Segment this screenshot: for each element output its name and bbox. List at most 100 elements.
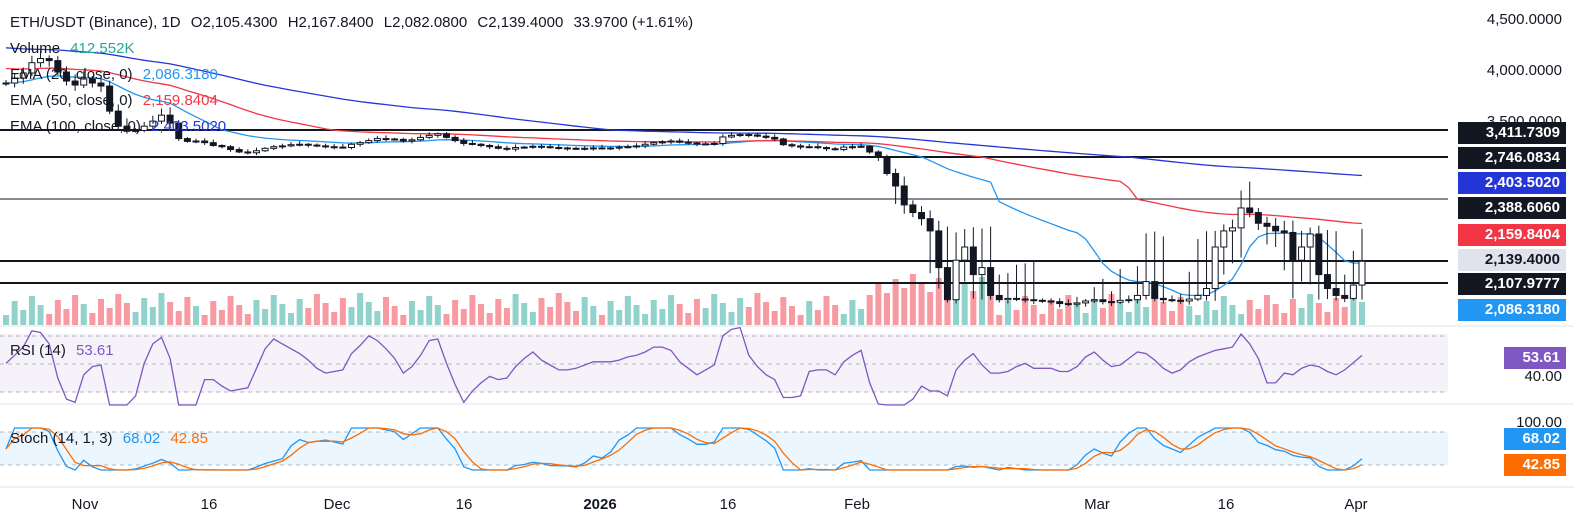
stoch-legend[interactable]: Stoch (14, 1, 3) 68.02 42.85 bbox=[10, 430, 214, 448]
volume-bar bbox=[210, 301, 217, 325]
candle-body bbox=[1254, 212, 1262, 224]
volume-bar bbox=[1333, 298, 1340, 325]
volume-bar bbox=[616, 310, 623, 325]
candle-body bbox=[676, 140, 684, 143]
candle-body bbox=[261, 147, 269, 152]
ema50-legend[interactable]: EMA (50, close, 0) 2,159.8404 bbox=[10, 92, 224, 110]
volume-bar bbox=[37, 305, 44, 325]
candle-body bbox=[935, 230, 943, 269]
volume-bar bbox=[961, 282, 968, 325]
volume-bar bbox=[1125, 312, 1132, 325]
volume-bar bbox=[141, 298, 148, 325]
volume-bar bbox=[745, 307, 752, 325]
stoch-k-value: 68.02 bbox=[122, 430, 161, 447]
volume-bar bbox=[1073, 304, 1080, 325]
candle-body bbox=[1306, 233, 1314, 248]
symbol-title[interactable]: ETH/USDT (Binance), 1D bbox=[10, 14, 181, 31]
candle-body bbox=[1142, 281, 1150, 296]
candle-body bbox=[365, 140, 373, 144]
candle-body bbox=[425, 134, 433, 138]
candle-body bbox=[719, 136, 727, 144]
candle-body bbox=[287, 144, 295, 147]
volume-bar bbox=[659, 309, 666, 325]
ema100-legend[interactable]: EMA (100, close, 0) 2,403.5020 bbox=[10, 118, 232, 136]
volume-bar bbox=[80, 304, 87, 325]
candle-body bbox=[382, 138, 390, 141]
volume-bar bbox=[702, 308, 709, 325]
volume-bar bbox=[339, 298, 346, 325]
candle-body bbox=[62, 71, 70, 82]
volume-bar bbox=[858, 309, 865, 325]
candle-body bbox=[373, 138, 381, 142]
candle-body bbox=[581, 147, 589, 150]
candle-body bbox=[978, 267, 986, 276]
ema20-legend[interactable]: EMA (20, close, 0) 2,086.3180 bbox=[10, 66, 224, 84]
ema20-value: 2,086.3180 bbox=[142, 66, 218, 83]
volume-bar bbox=[452, 300, 459, 325]
volume-bar bbox=[98, 299, 105, 325]
candle-body bbox=[45, 58, 53, 62]
ohlc-low: L2,082.0800 bbox=[383, 14, 468, 31]
volume-legend[interactable]: Volume 412.552K bbox=[10, 40, 140, 58]
candle-body bbox=[434, 133, 442, 136]
volume-bar bbox=[167, 302, 174, 325]
candle-body bbox=[1013, 297, 1021, 300]
rsi-line bbox=[5, 326, 1363, 406]
volume-bar bbox=[1263, 295, 1270, 325]
candle-body bbox=[1341, 294, 1349, 299]
candle-body bbox=[97, 82, 105, 87]
rsi-value-tag: 53.61 bbox=[1504, 347, 1566, 369]
volume-bar bbox=[1324, 312, 1331, 325]
volume-bar bbox=[89, 313, 96, 325]
candle-body bbox=[572, 147, 580, 150]
stoch-d-line bbox=[5, 427, 1363, 471]
price-tag: 2,139.4000 bbox=[1458, 249, 1566, 271]
volume-bar bbox=[1151, 293, 1158, 325]
rsi-legend[interactable]: RSI (14) 53.61 bbox=[10, 342, 120, 360]
candle-body bbox=[218, 144, 226, 148]
volume-bar bbox=[417, 310, 424, 325]
candle-body bbox=[19, 72, 27, 79]
candle-body bbox=[399, 138, 407, 142]
volume-bar bbox=[996, 315, 1003, 325]
candle-body bbox=[900, 185, 908, 206]
candle-body bbox=[1272, 225, 1280, 232]
volume-bar bbox=[1255, 309, 1262, 325]
candle-body bbox=[624, 146, 632, 149]
candle-body bbox=[1021, 298, 1029, 301]
volume-bar bbox=[806, 301, 813, 325]
volume-bar bbox=[564, 302, 571, 325]
candle-body bbox=[486, 144, 494, 148]
ema100-value: 2,403.5020 bbox=[151, 118, 227, 135]
volume-bar bbox=[685, 313, 692, 325]
volume-bar bbox=[590, 306, 597, 325]
volume-bar bbox=[780, 297, 787, 325]
volume-bar bbox=[719, 303, 726, 325]
candle-body bbox=[1151, 281, 1159, 299]
time-tick: Nov bbox=[71, 496, 99, 513]
candle-body bbox=[952, 259, 960, 301]
volume-bar bbox=[279, 304, 286, 325]
candle-body bbox=[961, 246, 969, 261]
price-change: 33.9700 (+1.61%) bbox=[573, 14, 694, 31]
volume-bar bbox=[28, 296, 35, 325]
candle-body bbox=[1323, 274, 1331, 290]
volume-bar bbox=[443, 314, 450, 325]
candle-body bbox=[304, 143, 312, 146]
price-tag: 2,388.6060 bbox=[1458, 197, 1566, 219]
symbol-header: ETH/USDT (Binance), 1D O2,105.4300 H2,16… bbox=[10, 14, 699, 32]
candle-body bbox=[114, 110, 122, 127]
volume-bar bbox=[598, 315, 605, 325]
candles bbox=[2, 50, 1366, 308]
volume-bar bbox=[866, 295, 873, 325]
candle-body bbox=[339, 146, 347, 149]
candle-body bbox=[1332, 288, 1340, 296]
volume-bar bbox=[503, 308, 510, 325]
candle-body bbox=[227, 146, 235, 151]
candle-body bbox=[322, 145, 330, 148]
volume-bar bbox=[400, 315, 407, 325]
candle-body bbox=[132, 129, 140, 132]
volume-bar bbox=[737, 298, 744, 325]
candle-body bbox=[1358, 260, 1366, 286]
